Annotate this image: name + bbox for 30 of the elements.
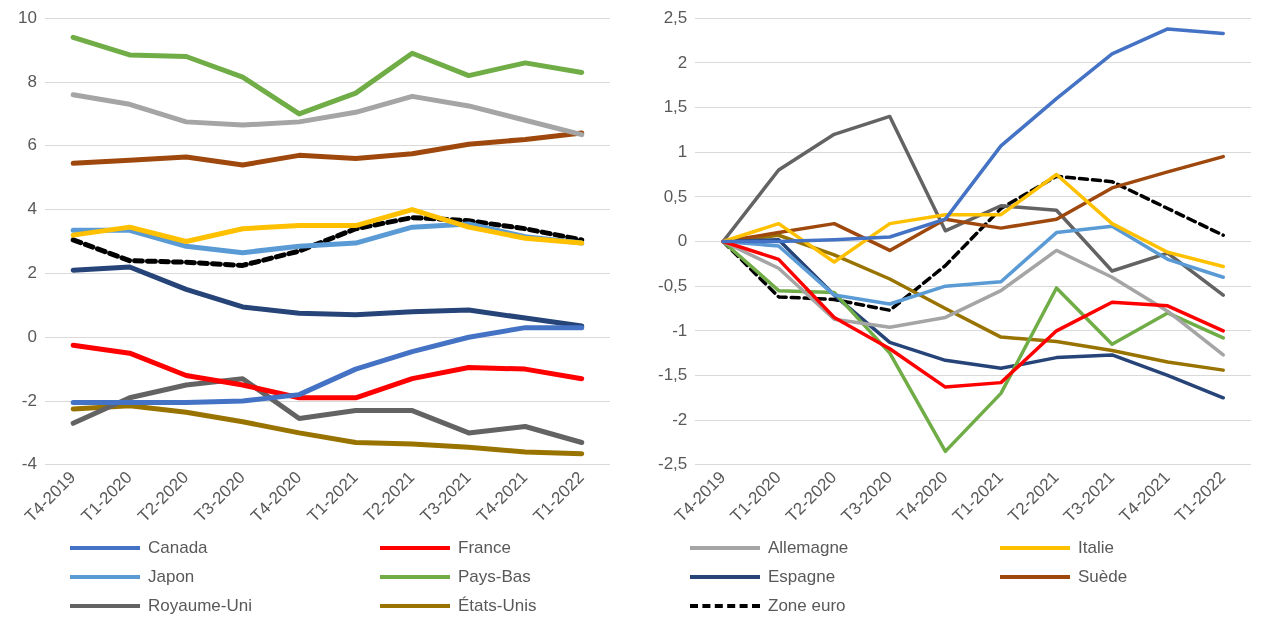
y-tick-label: 0 bbox=[27, 326, 37, 346]
y-tick-label: 0,5 bbox=[663, 186, 688, 206]
y-tick-label: 4 bbox=[27, 199, 37, 219]
legend-label: Royaume-Uni bbox=[148, 595, 252, 616]
legend-label: Japon bbox=[148, 566, 195, 587]
y-tick-label: -1 bbox=[672, 320, 688, 340]
legend-label: Canada bbox=[148, 537, 208, 558]
y-tick-label: -1,5 bbox=[658, 365, 688, 385]
legend-label: Allemagne bbox=[768, 537, 849, 558]
y-tick-label: 6 bbox=[27, 135, 37, 155]
y-tick-label: 2 bbox=[677, 52, 688, 72]
y-tick-label: -0,5 bbox=[658, 275, 688, 295]
y-tick-label: 8 bbox=[27, 71, 37, 91]
legend-label: Espagne bbox=[768, 566, 836, 587]
y-tick-label: 2,5 bbox=[663, 7, 688, 27]
y-tick-label: 2 bbox=[27, 263, 37, 283]
legend-label: Italie bbox=[1078, 537, 1114, 558]
y-tick-label: 0 bbox=[677, 231, 688, 251]
y-tick-label: -2,5 bbox=[658, 454, 688, 474]
legend-label: Pays-Bas bbox=[458, 566, 531, 587]
legend-label: Zone euro bbox=[768, 595, 846, 616]
y-tick-label: -2 bbox=[672, 409, 688, 429]
legend-label: États-Unis bbox=[458, 595, 537, 616]
y-tick-label: 10 bbox=[17, 7, 37, 27]
y-tick-label: 1,5 bbox=[663, 97, 688, 117]
y-tick-label: -2 bbox=[21, 390, 37, 410]
y-tick-label: 1 bbox=[677, 141, 688, 161]
legend-label: France bbox=[458, 537, 511, 558]
y-tick-label: -4 bbox=[21, 454, 37, 474]
legend-label: Suède bbox=[1078, 566, 1128, 587]
